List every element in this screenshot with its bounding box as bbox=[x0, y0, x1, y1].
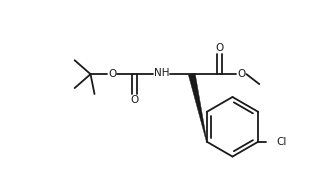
Text: NH: NH bbox=[154, 68, 170, 78]
Text: Cl: Cl bbox=[276, 137, 287, 147]
Polygon shape bbox=[188, 73, 207, 142]
Text: O: O bbox=[108, 69, 116, 79]
Text: O: O bbox=[215, 43, 224, 53]
Text: O: O bbox=[237, 69, 245, 79]
Text: O: O bbox=[130, 95, 138, 105]
